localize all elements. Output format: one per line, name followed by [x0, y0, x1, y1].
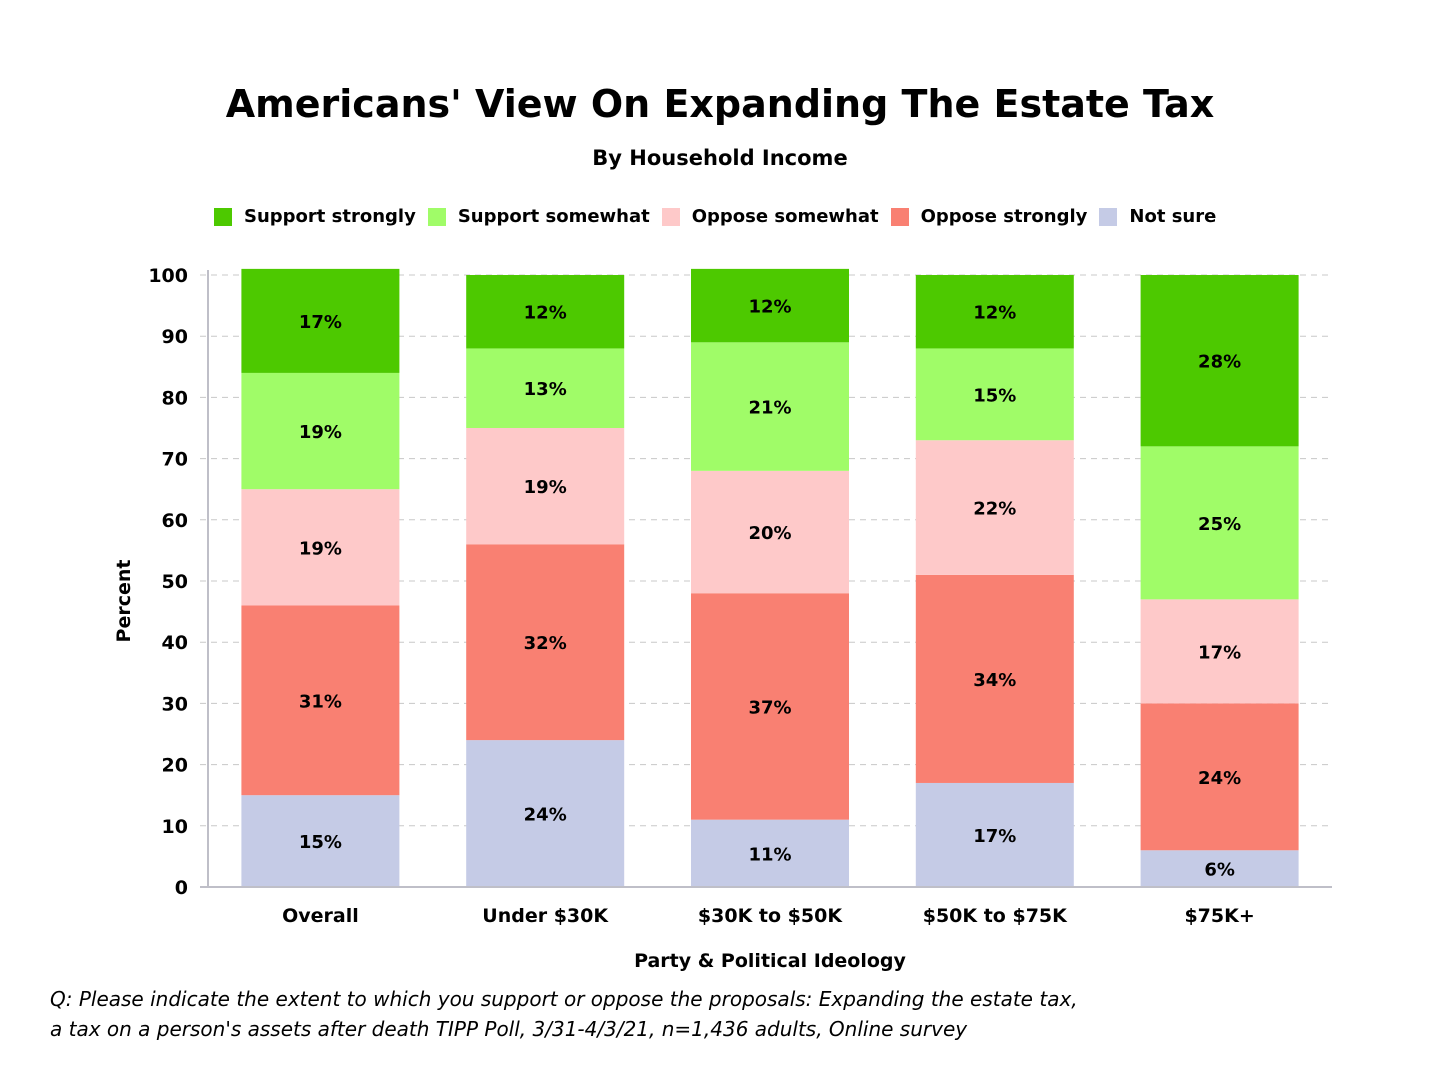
x-tick-label: Under $30K: [482, 905, 609, 927]
legend-label: Oppose somewhat: [691, 206, 879, 227]
legend-swatch: [1099, 207, 1118, 226]
bar-segment: [691, 819, 849, 887]
data-label: 24%: [524, 805, 567, 826]
data-label: 28%: [1198, 352, 1241, 373]
y-tick-label: 10: [162, 816, 188, 838]
legend-label: Not sure: [1129, 206, 1217, 227]
legend-item-oppose-strongly: Oppose strongly: [890, 206, 1088, 227]
bar-segment: [466, 740, 625, 887]
x-tick-label: $50K to $75K: [923, 905, 1068, 927]
data-label: 12%: [973, 303, 1016, 324]
bar-segment: [915, 782, 1074, 887]
y-tick-label: 50: [162, 571, 188, 593]
data-label: 15%: [973, 385, 1016, 406]
data-label: 25%: [1198, 514, 1241, 535]
bar-segment: [1140, 850, 1299, 887]
data-label: 17%: [299, 312, 342, 333]
labels: 0 10 20 30 40 50 60 70 80 90 100 15% 31% 19% 19% 17% Ove…: [113, 265, 1255, 972]
bar-segment: [1140, 703, 1299, 851]
bar-segment: [915, 440, 1074, 575]
data-label: 15%: [299, 832, 342, 853]
bar-segment: [466, 544, 625, 741]
footnote: Q: Please indicate the extent to which y…: [50, 984, 1078, 1044]
chart-title: Americans' View On Expanding The Estate …: [225, 82, 1215, 126]
bar-segment: [691, 268, 849, 343]
data-label: 12%: [524, 303, 567, 324]
legend: Support strongly Support somewhat Oppose…: [214, 206, 1228, 227]
y-tick-label: 100: [148, 265, 188, 287]
bar-segment: [915, 275, 1074, 349]
legend-item-support-somewhat: Support somewhat: [427, 206, 650, 227]
y-axis-title: Percent: [113, 560, 135, 643]
bar-segment: [241, 605, 400, 796]
bar-segment: [241, 795, 400, 887]
y-tick-label: 60: [162, 510, 188, 532]
legend-label: Oppose strongly: [920, 206, 1088, 227]
bar-segment: [691, 342, 849, 471]
footnote-line-2: a tax on a person's assets after death T…: [50, 1017, 968, 1041]
data-label: 19%: [299, 538, 342, 559]
legend-item-support-strongly: Support strongly: [214, 206, 416, 227]
bar-segment: [241, 372, 400, 490]
legend-label: Support strongly: [244, 206, 416, 227]
bar-segment: [915, 348, 1074, 441]
data-label: 31%: [299, 691, 342, 712]
bar-segment: [466, 428, 625, 545]
y-tick-label: 40: [162, 632, 188, 654]
x-axis-title: Party & Political Ideology: [634, 950, 906, 972]
legend-swatch: [214, 207, 232, 226]
y-tick-label: 30: [162, 693, 188, 715]
data-label: 21%: [748, 398, 791, 419]
x-tick-label: $30K to $50K: [698, 905, 843, 927]
bar-segment: [241, 268, 400, 373]
data-label: 6%: [1204, 860, 1235, 881]
data-label: 12%: [748, 297, 791, 318]
bar-segment: [466, 275, 625, 349]
data-label: 34%: [973, 670, 1016, 691]
bar-segment: [915, 574, 1074, 783]
legend-label: Support somewhat: [457, 206, 650, 227]
bar-segment: [466, 348, 625, 428]
data-label: 13%: [524, 379, 567, 400]
data-label: 17%: [1198, 642, 1241, 663]
chart-subtitle: By Household Income: [592, 146, 848, 170]
legend-swatch: [890, 207, 909, 226]
data-label: 11%: [748, 844, 791, 865]
legend-swatch: [427, 207, 446, 226]
data-label: 22%: [973, 499, 1016, 520]
data-label: 17%: [973, 826, 1016, 847]
x-tick-label: Overall: [282, 905, 359, 927]
footnote-line-1: Q: Please indicate the extent to which y…: [50, 987, 1078, 1011]
data-label: 19%: [299, 422, 342, 443]
bar-segment: [1140, 446, 1299, 600]
bar-segment: [241, 489, 400, 606]
y-tick-label: 70: [162, 449, 188, 471]
x-tick-label: $75K+: [1184, 905, 1254, 927]
bars: [241, 268, 1299, 887]
legend-item-oppose-somewhat: Oppose somewhat: [661, 206, 879, 227]
y-tick-label: 20: [162, 755, 188, 777]
bar-segment: [691, 470, 849, 594]
y-tick-label: 80: [162, 387, 188, 409]
data-label: 19%: [524, 477, 567, 498]
bar-segment: [1140, 275, 1299, 447]
y-tick-label: 90: [162, 326, 188, 348]
data-label: 32%: [524, 633, 567, 654]
axes: [200, 270, 1332, 888]
data-label: 20%: [748, 523, 791, 544]
data-label: 37%: [748, 697, 791, 718]
legend-item-not-sure: Not sure: [1099, 206, 1216, 227]
data-label: 24%: [1198, 768, 1241, 789]
y-tick-label: 0: [175, 877, 188, 899]
bar-segment: [1140, 599, 1299, 704]
legend-swatch: [661, 207, 680, 226]
bar-segment: [691, 593, 849, 820]
